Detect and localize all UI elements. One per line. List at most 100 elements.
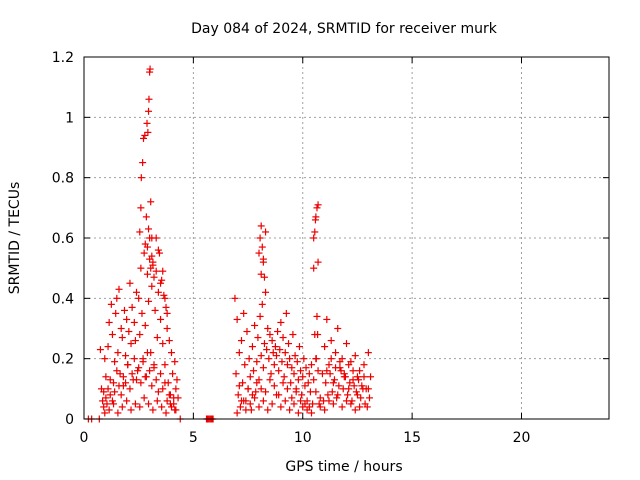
data-point: [358, 382, 366, 390]
data-point: [243, 328, 251, 336]
data-point: [297, 397, 305, 405]
data-point: [365, 394, 373, 402]
data-point: [286, 406, 294, 414]
data-point: [148, 252, 156, 260]
data-point: [352, 388, 360, 396]
data-point: [292, 388, 300, 396]
data-point: [139, 159, 147, 167]
data-point: [124, 361, 132, 369]
data-point: [111, 358, 119, 366]
data-point: [248, 391, 256, 399]
data-point: [359, 385, 367, 393]
data-point: [356, 367, 364, 375]
data-point: [235, 349, 243, 357]
data-point: [150, 361, 158, 369]
data-point: [260, 273, 268, 281]
data-point: [312, 388, 320, 396]
data-point: [150, 273, 158, 281]
data-point: [288, 364, 296, 372]
data-point: [291, 352, 299, 360]
data-point: [103, 400, 111, 408]
data-point: [130, 318, 138, 326]
data-point: [140, 394, 148, 402]
data-point: [353, 391, 361, 399]
data-point: [270, 361, 278, 369]
data-point: [101, 355, 109, 363]
data-point: [268, 337, 276, 345]
y-tick-label: 0.4: [52, 291, 74, 307]
data-point: [364, 349, 372, 357]
data-point: [162, 303, 170, 311]
data-point: [139, 358, 147, 366]
data-point: [100, 388, 108, 396]
y-tick-label: 1: [65, 110, 74, 126]
data-point: [96, 346, 104, 354]
data-point: [279, 334, 287, 342]
data-point: [279, 379, 287, 387]
data-point: [367, 373, 375, 381]
data-point: [315, 400, 323, 408]
data-point: [234, 391, 242, 399]
data-point: [168, 349, 175, 357]
data-point: [357, 394, 365, 402]
data-point: [131, 400, 139, 408]
data-point: [300, 355, 308, 363]
data-point: [145, 107, 153, 115]
data-point: [235, 382, 243, 390]
data-point: [318, 370, 326, 378]
data-point: [146, 367, 154, 375]
data-point: [172, 385, 180, 393]
data-point: [108, 331, 116, 339]
data-point: [314, 367, 322, 375]
data-point: [145, 225, 153, 233]
data-point: [351, 352, 359, 360]
data-point: [163, 309, 171, 317]
x-axis-label: GPS time / hours: [285, 459, 402, 475]
data-point: [301, 382, 309, 390]
data-point: [257, 385, 265, 393]
data-point: [287, 379, 295, 387]
data-point: [241, 361, 249, 369]
data-point: [277, 403, 285, 411]
data-point: [110, 400, 118, 408]
data-point: [168, 403, 175, 411]
data-point: [266, 331, 274, 339]
data-point: [231, 294, 239, 302]
data-point: [333, 394, 341, 402]
data-point: [308, 409, 315, 417]
data-point: [152, 234, 160, 242]
data-point: [276, 346, 284, 354]
data-point: [290, 370, 298, 378]
data-point: [311, 228, 319, 236]
data-point: [147, 264, 155, 272]
data-point: [157, 315, 165, 323]
data-point: [171, 358, 179, 366]
data-point: [135, 294, 143, 302]
data-point: [280, 373, 288, 381]
data-point: [273, 352, 280, 360]
data-point: [332, 349, 340, 357]
data-point: [114, 349, 122, 357]
data-point: [147, 198, 155, 206]
data-point: [340, 370, 348, 378]
data-point: [144, 128, 152, 136]
data-point: [158, 403, 166, 411]
data-point: [137, 174, 145, 182]
data-point: [141, 373, 149, 381]
data-point: [127, 406, 135, 414]
data-point: [99, 397, 107, 405]
data-point: [248, 343, 256, 351]
data-point: [355, 376, 363, 384]
data-point: [131, 337, 139, 345]
data-point: [242, 406, 250, 414]
data-point: [299, 373, 307, 381]
data-point: [153, 397, 161, 405]
data-point: [293, 358, 301, 366]
y-tick-label: 0.6: [52, 231, 74, 247]
data-point: [346, 379, 354, 387]
data-point: [236, 403, 244, 411]
data-point: [341, 373, 349, 381]
data-point: [353, 373, 361, 381]
data-point: [157, 279, 165, 287]
data-point: [294, 376, 302, 384]
